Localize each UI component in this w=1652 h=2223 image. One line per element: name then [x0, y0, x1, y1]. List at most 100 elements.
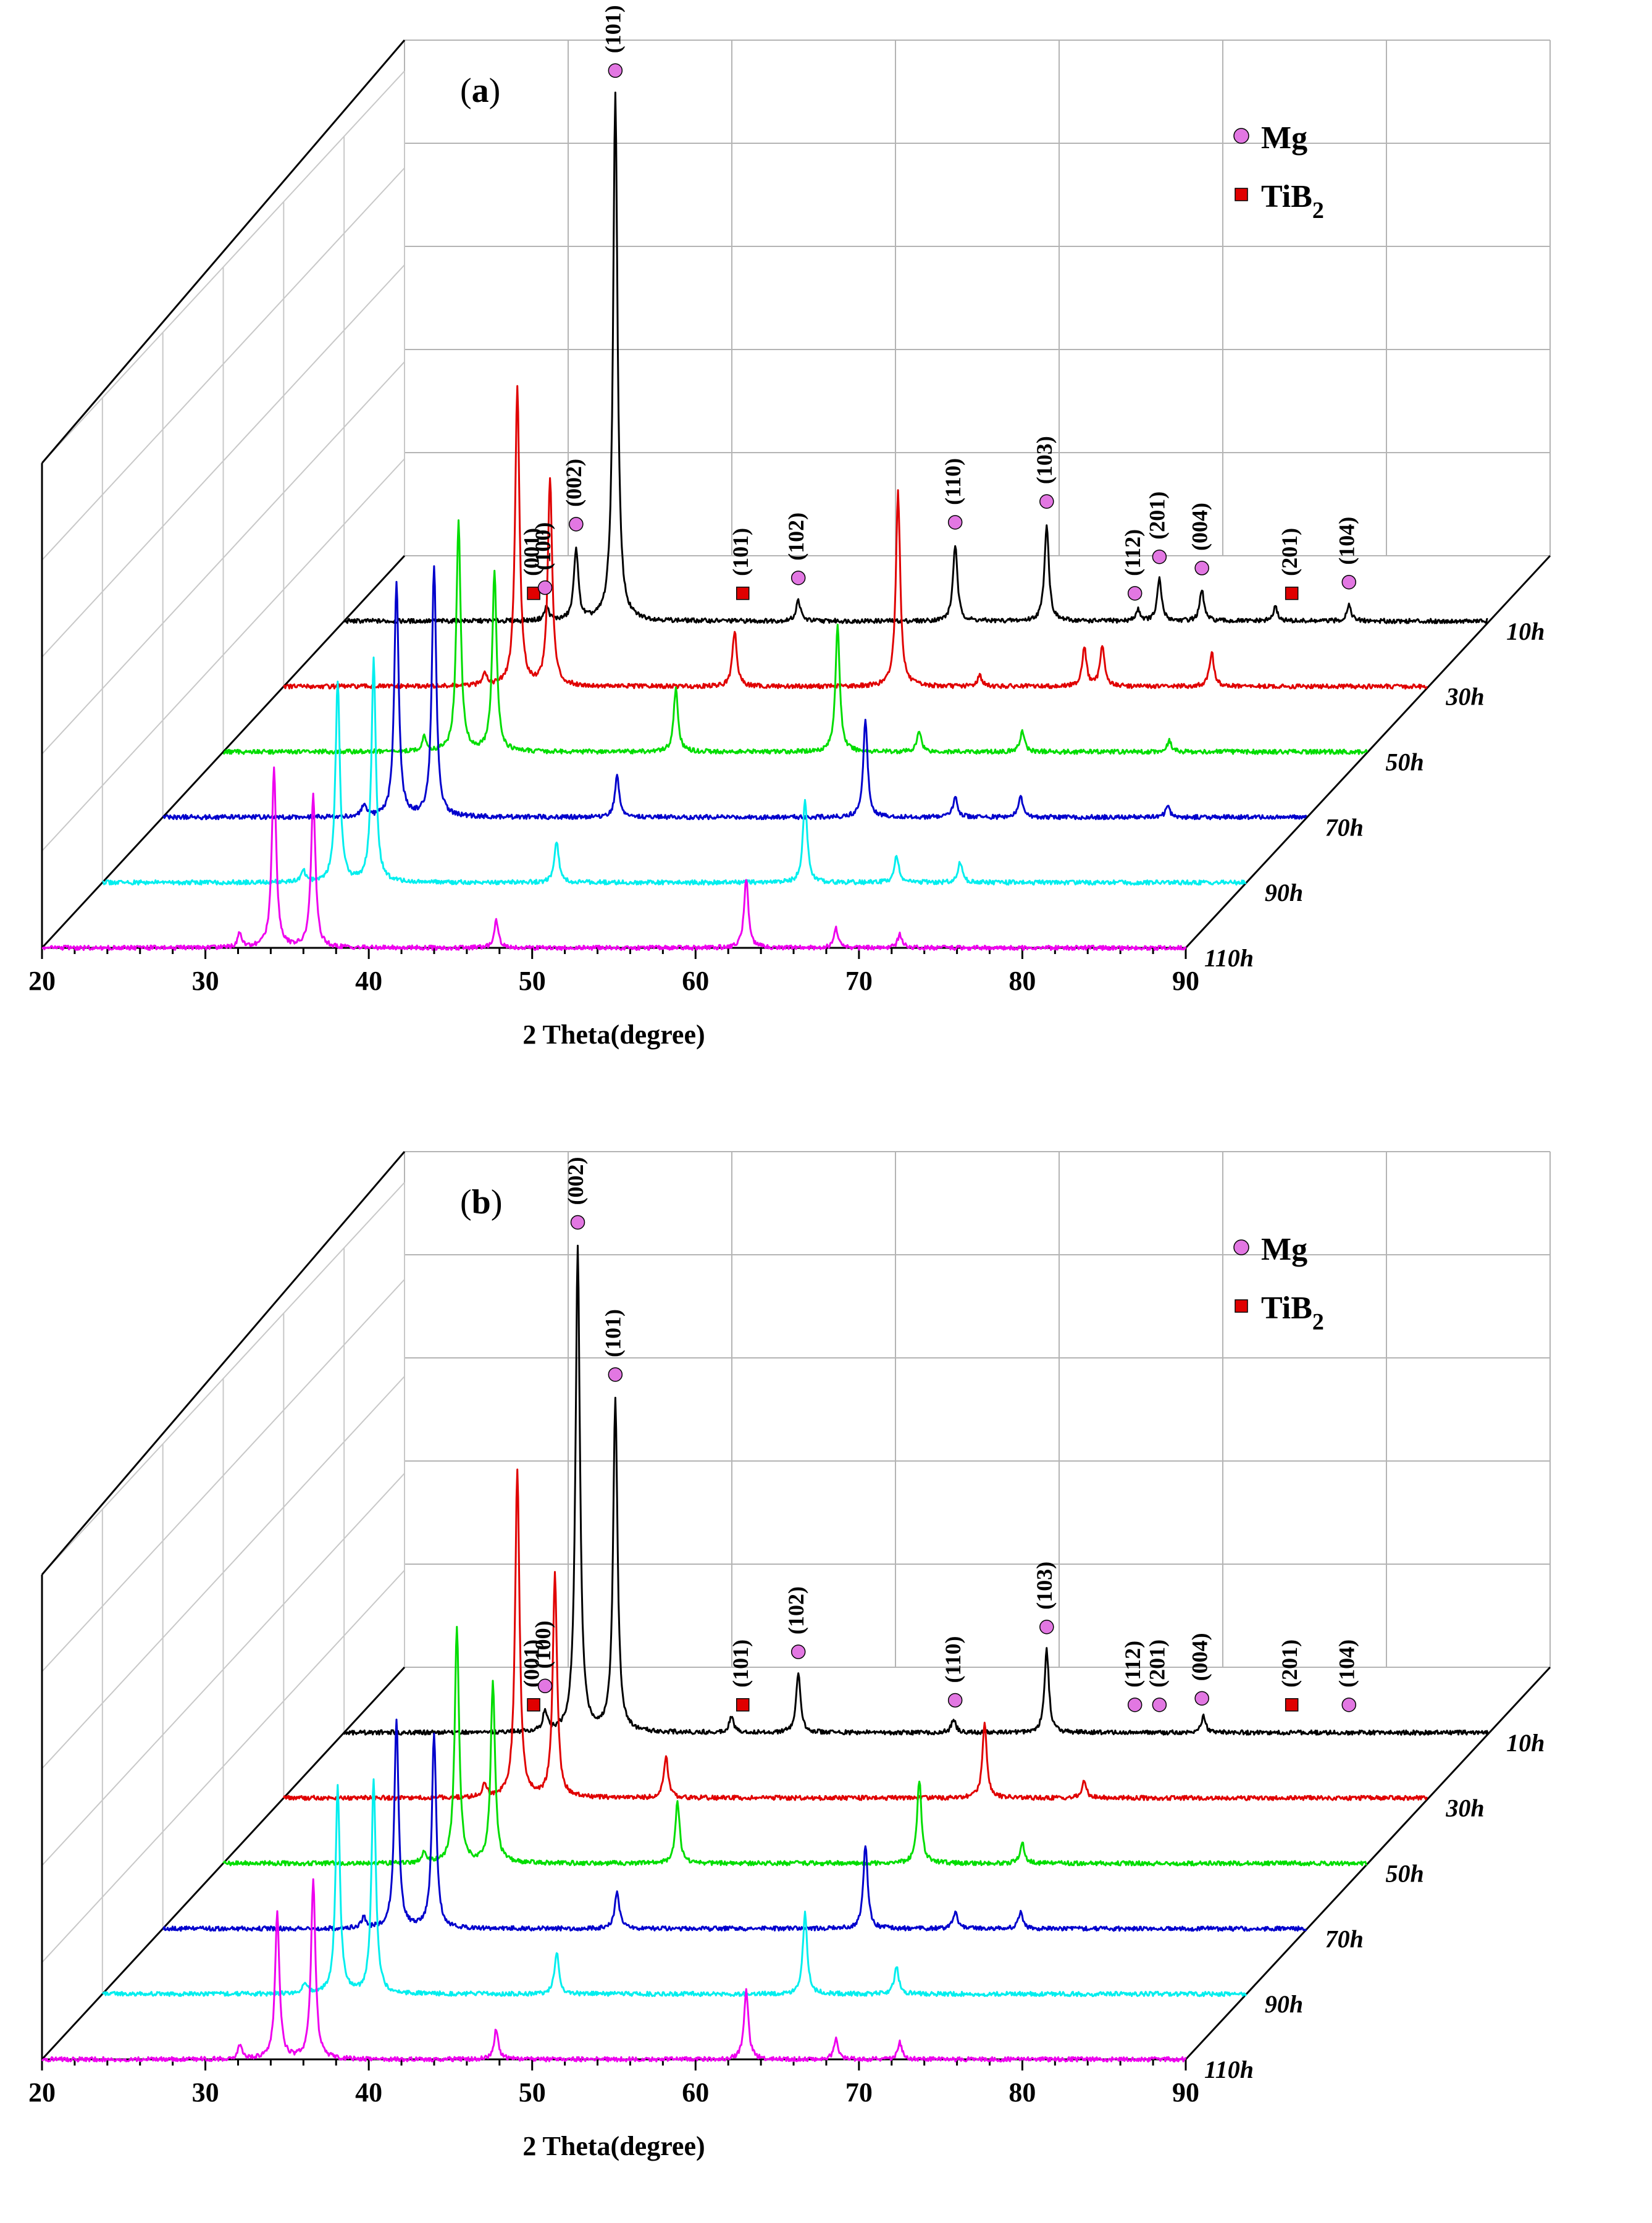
- peak-label: (004): [1187, 1633, 1212, 1681]
- series-line-30h: [283, 385, 1428, 690]
- series-line-10h: [343, 91, 1488, 624]
- mg-marker: [608, 1367, 623, 1382]
- legend-tib2-icon: [1235, 188, 1248, 201]
- frame-edge: [41, 1151, 406, 1575]
- series-label: 110h: [1204, 2056, 1254, 2083]
- x-tick-label: 80: [1008, 966, 1036, 996]
- x-tick-label: 70: [845, 2077, 873, 2108]
- mg-marker: [790, 1644, 806, 1659]
- series-line-90h: [101, 1778, 1247, 1998]
- series-line-30h: [282, 1468, 1428, 1801]
- depth-axis-line: [1184, 1666, 1551, 2061]
- legend-label: Mg: [1261, 120, 1307, 156]
- legend-label: TiB2: [1261, 179, 1324, 224]
- mg-marker: [570, 1215, 585, 1230]
- mg-marker: [1039, 1620, 1054, 1635]
- x-tick-label: 70: [845, 966, 873, 996]
- mg-marker: [1194, 561, 1209, 576]
- left-wall-grid: [41, 167, 405, 561]
- mg-marker: [1039, 494, 1054, 509]
- tib2-marker: [736, 587, 750, 600]
- x-tick-label: 50: [519, 2077, 546, 2108]
- xrd-chart-a: 20 30 40 50 60 70 80 90 2 Theta(degree) 10h 30h 50h…: [28, 5, 1551, 1050]
- series-line-50h: [222, 519, 1368, 755]
- left-wall-grid: [41, 1279, 405, 1672]
- mg-marker: [1341, 574, 1357, 590]
- legend-mg-icon: [1233, 1239, 1249, 1255]
- peak-label: (110): [941, 458, 965, 505]
- x-tick-label: 80: [1008, 2077, 1036, 2108]
- tib2-marker: [527, 1698, 540, 1712]
- mg-marker: [947, 1693, 963, 1708]
- mg-marker: [1194, 1691, 1209, 1706]
- x-tick-label: 40: [355, 966, 382, 996]
- peak-label: (001): [519, 1639, 543, 1688]
- peak-label: (103): [1032, 1562, 1057, 1610]
- series-line-50h: [222, 1626, 1368, 1867]
- peak-label: (104): [1335, 517, 1359, 565]
- peak-label: (112): [1120, 1641, 1145, 1688]
- tib2-marker: [527, 587, 540, 600]
- legend-mg-icon: [1233, 128, 1249, 144]
- mg-marker: [1152, 549, 1167, 564]
- series-label: 70h: [1325, 813, 1364, 841]
- peak-label: (002): [561, 459, 586, 507]
- peak-label: (201): [1277, 528, 1302, 576]
- peak-label: (112): [1120, 529, 1145, 576]
- x-tick-label: 50: [519, 966, 546, 996]
- series-line-70h: [162, 1719, 1307, 1932]
- panel-label: (b): [460, 1183, 502, 1221]
- x-tick-label: 60: [682, 2077, 709, 2108]
- mg-marker: [1152, 1698, 1167, 1712]
- peak-label: (102): [784, 1586, 808, 1635]
- x-axis-label: 2 Theta(degree): [522, 1019, 705, 1050]
- series-line-90h: [102, 656, 1247, 886]
- x-tick-label: 90: [1172, 966, 1199, 996]
- tib2-marker: [736, 1698, 750, 1712]
- peak-label: (101): [728, 1639, 753, 1688]
- frame-edge: [41, 40, 406, 464]
- peak-label: (104): [1335, 1639, 1359, 1688]
- series-label: 10h: [1506, 618, 1545, 645]
- left-wall-grid: [41, 1473, 405, 1866]
- left-wall-grid: [41, 264, 405, 658]
- depth-axis-line: [1184, 555, 1551, 949]
- series-label: 50h: [1386, 748, 1424, 776]
- peak-label: (001): [519, 528, 543, 576]
- xrd-chart-b: 20 30 40 50 60 70 80 90 2 Theta(degree) 10h 30h 50h…: [28, 1151, 1551, 2161]
- x-tick-label: 30: [192, 966, 219, 996]
- left-wall-grid: [41, 1182, 405, 1575]
- series-line-110h: [41, 766, 1187, 951]
- mg-marker: [608, 63, 623, 78]
- series-label: 50h: [1386, 1860, 1424, 1888]
- panel-a: 20 30 40 50 60 70 80 90 2 Theta(degree) 10h 30h 50h…: [28, 5, 1551, 1050]
- left-wall-grid: [41, 361, 405, 755]
- mg-marker: [537, 580, 553, 595]
- peak-label: (101): [601, 1309, 626, 1357]
- peak-label: (102): [784, 513, 808, 561]
- legend-label: Mg: [1261, 1232, 1307, 1267]
- peak-label: (110): [941, 1636, 965, 1683]
- peak-label: (103): [1032, 436, 1057, 484]
- peak-label: (002): [563, 1157, 588, 1205]
- mg-marker: [1127, 586, 1143, 601]
- x-tick-label: 20: [28, 966, 56, 996]
- peak-label: (101): [728, 528, 753, 576]
- panel-b: 20 30 40 50 60 70 80 90 2 Theta(degree) 10h 30h 50h…: [0, 1112, 1652, 2223]
- left-wall-grid: [41, 1376, 405, 1769]
- x-tick-label: 90: [1172, 2077, 1199, 2108]
- peak-label: (201): [1277, 1639, 1302, 1688]
- mg-marker: [537, 1678, 553, 1694]
- series-label: 90h: [1265, 1990, 1303, 2018]
- series-line-10h: [343, 1244, 1489, 1736]
- series-label: 30h: [1445, 683, 1484, 711]
- panel-label: (a): [460, 72, 500, 110]
- x-tick-label: 30: [192, 2077, 219, 2108]
- series-label: 30h: [1445, 1794, 1484, 1822]
- mg-marker: [1127, 1698, 1143, 1712]
- legend-label: TiB2: [1261, 1291, 1324, 1335]
- peak-label: (004): [1187, 503, 1212, 551]
- series-line-110h: [41, 1878, 1187, 2063]
- x-axis-label: 2 Theta(degree): [522, 2131, 705, 2161]
- x-tick-label: 20: [28, 2077, 56, 2108]
